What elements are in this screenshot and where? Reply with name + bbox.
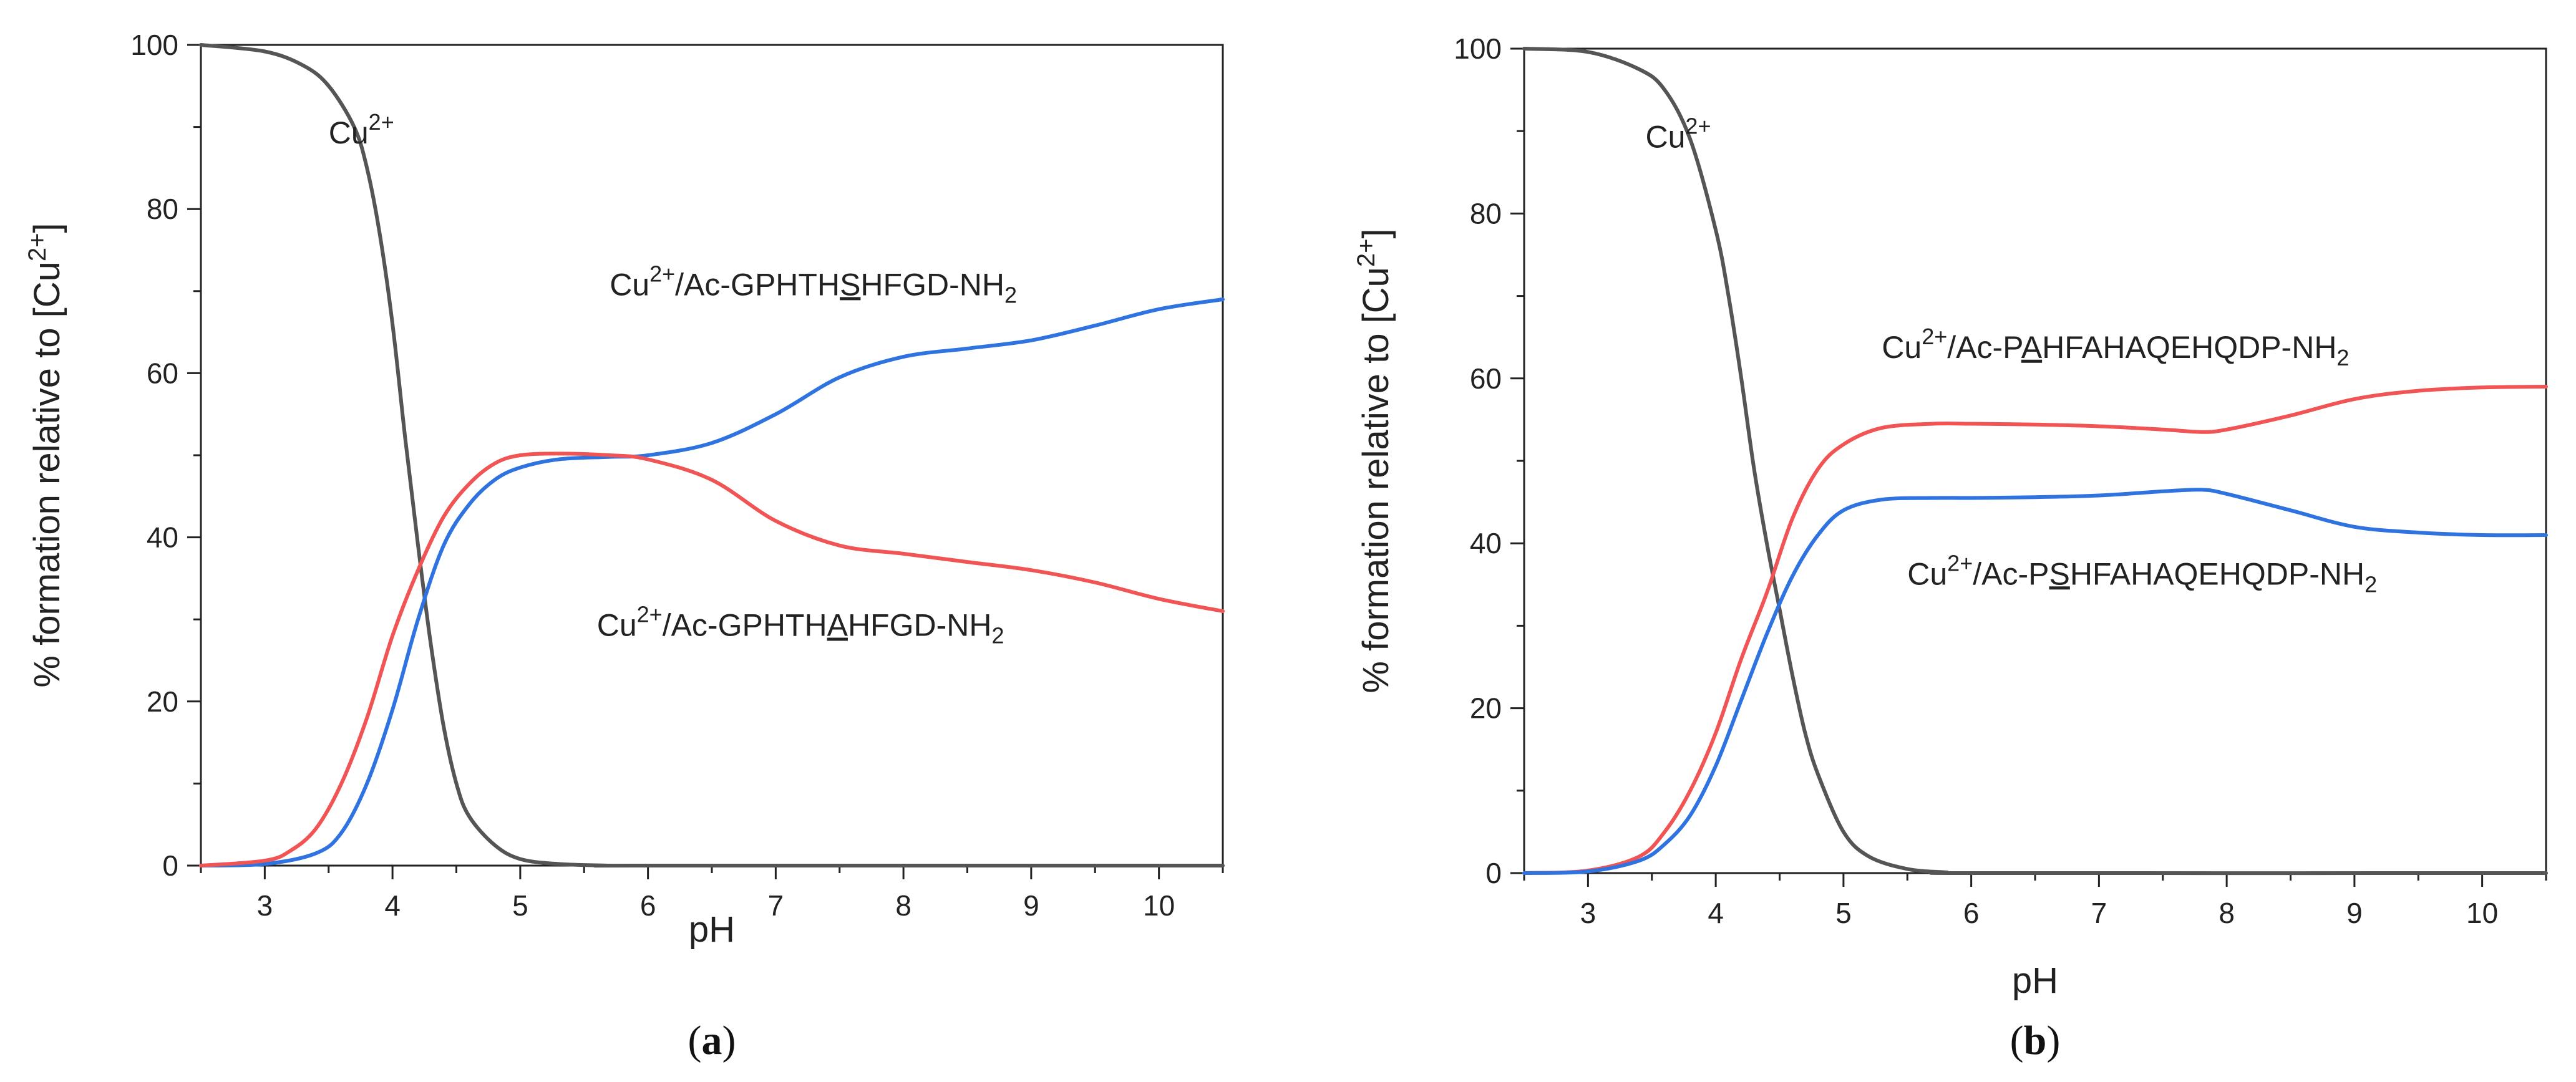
- panel-label: (b): [2010, 1018, 2061, 1063]
- x-tick-label: 9: [1023, 889, 1039, 922]
- y-axis-title: % formation relative to [Cu2+]: [1353, 228, 1396, 693]
- x-tick-label: 3: [1580, 897, 1597, 929]
- series-label: Cu2+/Ac-PAHFAHAQEHQDP-NH2: [1882, 324, 2349, 370]
- x-tick-label: 8: [895, 889, 911, 922]
- series-label: Cu2+: [1646, 114, 1711, 155]
- x-tick-label: 10: [1143, 889, 1175, 922]
- x-axis-title: pH: [2012, 960, 2058, 1001]
- y-tick-label: 0: [1485, 857, 1502, 889]
- x-tick-label: 5: [1835, 897, 1852, 929]
- x-tick-label: 4: [384, 889, 401, 922]
- x-tick-label: 10: [2466, 897, 2498, 929]
- plot-frame: [1523, 47, 2547, 874]
- x-tick-label: 6: [1963, 897, 1980, 929]
- x-tick-label: 8: [2219, 897, 2235, 929]
- y-tick-label: 20: [147, 685, 178, 718]
- series-line-blue: [1522, 488, 2548, 875]
- series-line-red: [199, 452, 1225, 867]
- y-tick-label: 80: [147, 193, 178, 225]
- series-line-cu: [1522, 47, 2548, 876]
- series-label: Cu2+/Ac-PSHFAHAQEHQDP-NH2: [1907, 550, 2377, 597]
- plot-frame: [200, 44, 1224, 867]
- y-tick-label: 20: [1470, 692, 1502, 725]
- y-tick-label: 40: [1470, 527, 1502, 559]
- y-tick-label: 100: [130, 29, 178, 61]
- x-axis-title: pH: [689, 909, 735, 950]
- panel-label: (a): [688, 1018, 736, 1063]
- series-label: Cu2+: [329, 109, 394, 150]
- y-axis-title: % formation relative to [Cu2+]: [24, 223, 67, 687]
- x-tick-label: 6: [640, 889, 656, 922]
- y-tick-label: 100: [1454, 32, 1502, 65]
- series-label: Cu2+/Ac-GPHTHSHFGD-NH2: [610, 261, 1017, 307]
- series-label: Cu2+/Ac-GPHTHAHFGD-NH2: [597, 602, 1004, 649]
- y-tick-label: 40: [147, 521, 178, 554]
- x-tick-label: 3: [257, 889, 273, 922]
- y-tick-label: 60: [1470, 362, 1502, 395]
- y-tick-label: 0: [162, 849, 178, 882]
- x-tick-label: 5: [512, 889, 528, 922]
- x-tick-label: 9: [2346, 897, 2363, 929]
- series-line-red: [1522, 385, 2548, 875]
- x-tick-label: 7: [2091, 897, 2107, 929]
- y-tick-label: 80: [1470, 197, 1502, 229]
- series-line-cu: [199, 43, 1225, 868]
- y-tick-label: 60: [147, 357, 178, 389]
- x-tick-label: 4: [1708, 897, 1724, 929]
- series-line-blue: [199, 297, 1225, 867]
- x-tick-label: 7: [768, 889, 784, 922]
